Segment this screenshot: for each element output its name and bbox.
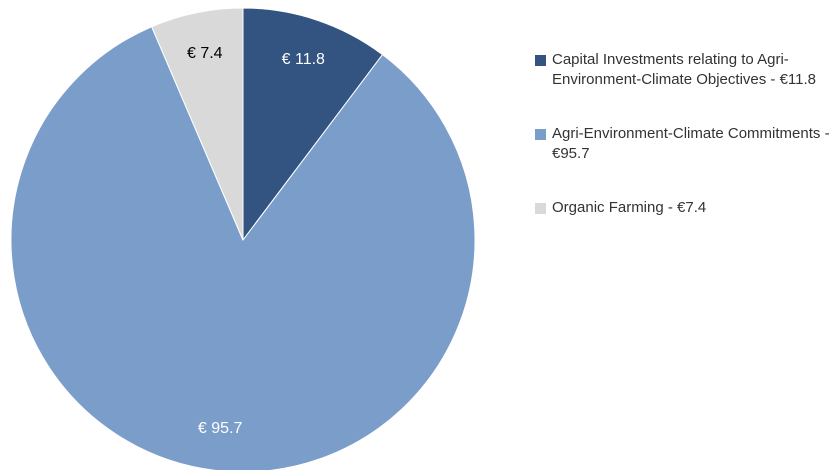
pie-slice (151, 7, 244, 241)
legend-label: Agri-Environment-Climate Commitments - €… (552, 125, 830, 162)
data-label: € 7.4 (187, 45, 223, 62)
legend-item: Agri-Environment-Climate Commitments - €… (535, 124, 835, 164)
legend-swatch (535, 129, 546, 140)
data-label: € 11.8 (282, 51, 325, 68)
pie-slice (242, 7, 384, 242)
legend-label: Organic Farming - €7.4 (552, 199, 707, 216)
legend-swatch (535, 203, 546, 214)
chart: € 11.8 € 95.7 € 7.4 (10, 7, 476, 470)
pie-slice (10, 26, 476, 470)
data-label: € 95.7 (198, 420, 243, 437)
legend-swatch (535, 55, 546, 66)
legend-item: Organic Farming - €7.4 (535, 198, 835, 218)
legend-item: Capital Investments relating to Agri-Env… (535, 50, 835, 90)
legend: Capital Investments relating to Agri-Env… (535, 50, 835, 252)
legend-label: Capital Investments relating to Agri-Env… (552, 51, 816, 88)
